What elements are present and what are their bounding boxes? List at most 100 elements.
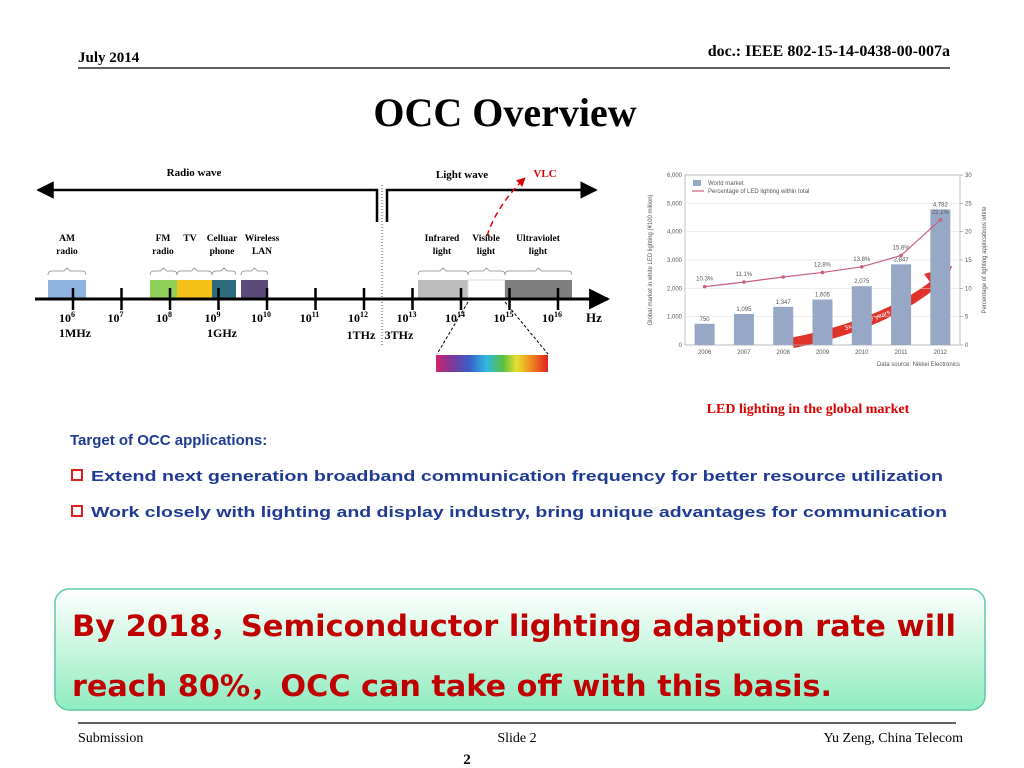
marker: 1GHz xyxy=(207,326,238,340)
band-label: phone xyxy=(210,247,235,257)
bar-value-label: 1,605 xyxy=(815,293,831,299)
band-label: TV xyxy=(183,234,196,244)
band-label: radio xyxy=(152,247,174,257)
date: July 2014 xyxy=(78,50,140,66)
infrared-band xyxy=(418,280,468,300)
y2-tick-label: 15 xyxy=(965,258,972,264)
line-value-label: 11.1% xyxy=(736,272,753,278)
wlan-band xyxy=(241,280,268,300)
bar xyxy=(733,313,754,345)
bullet-icon xyxy=(71,505,83,517)
y2-tick-label: 0 xyxy=(965,343,969,349)
visible-band xyxy=(467,279,506,301)
tv-band xyxy=(177,280,212,300)
legend-swatch xyxy=(693,180,701,186)
line-point xyxy=(702,284,707,289)
line-point xyxy=(938,217,943,222)
x-tick-label: 2012 xyxy=(934,350,948,356)
band-label: Celluar xyxy=(207,234,238,244)
band-label: light xyxy=(529,247,548,257)
zoom-line xyxy=(504,301,549,355)
line-point xyxy=(742,280,746,284)
line-point xyxy=(859,265,864,269)
bar xyxy=(812,299,833,345)
zoom-line xyxy=(436,301,469,355)
band-label: Visible xyxy=(472,234,500,244)
bar-value-label: 2,847 xyxy=(894,257,910,263)
band-label: AM xyxy=(59,234,75,244)
band-label: radio xyxy=(56,247,78,257)
footer-center: Slide 2 xyxy=(497,731,536,746)
bar-value-label: 2,075 xyxy=(854,279,870,285)
bullet: Extend next generation broadband communi… xyxy=(91,468,943,485)
tick-base: 10 xyxy=(59,311,71,325)
tick-base: 10 xyxy=(348,311,360,325)
uv-band xyxy=(505,280,572,300)
x-tick-label: 2009 xyxy=(816,350,830,356)
band-brace xyxy=(467,267,506,276)
band-brace xyxy=(47,267,87,276)
line-value-label: 13.8% xyxy=(853,257,871,263)
tick-base: 10 xyxy=(300,311,312,325)
band-label: Infrared xyxy=(425,234,460,244)
bar-value-label: 750 xyxy=(700,317,711,323)
tick-exponent: 13 xyxy=(409,310,417,319)
footer-left: Submission xyxy=(78,731,143,746)
bar xyxy=(930,209,951,345)
bar-value-label: 4,782 xyxy=(933,203,949,209)
radio-arrow xyxy=(36,181,379,222)
band-label: Ultraviolet xyxy=(516,234,561,244)
callout-line: By 2018，Semiconductor lighting adaption … xyxy=(72,609,956,643)
x-tick-label: 2010 xyxy=(855,350,869,356)
tick-base: 10 xyxy=(494,311,506,325)
tick-exponent: 16 xyxy=(554,310,562,319)
line-point xyxy=(899,253,903,258)
y-tick-label: 3,000 xyxy=(667,258,683,264)
data-source: Data source: Nikkei Electronics xyxy=(877,362,960,368)
bullet: Work closely with lighting and display i… xyxy=(91,504,947,521)
y2-axis-label: Percentage of lighting applications whit… xyxy=(982,206,988,314)
tick-base: 10 xyxy=(445,311,457,325)
tick-exponent: 15 xyxy=(506,310,514,319)
y2-tick-label: 10 xyxy=(965,286,972,292)
unit: Hz xyxy=(586,310,602,325)
marker: 1MHz xyxy=(59,326,92,340)
x-tick-label: 2011 xyxy=(895,350,909,356)
frequency-label: 1014 xyxy=(445,310,465,325)
y-tick-label: 5,000 xyxy=(667,201,683,207)
light-wave-label: Light wave xyxy=(436,169,488,181)
frequency-label: 107 xyxy=(108,310,124,325)
body-heading: Target of OCC applications: xyxy=(70,432,267,449)
frequency-label: 108 xyxy=(156,310,172,325)
band-brace xyxy=(176,267,213,276)
y-axis-label: Global market in white LED lighting (¥10… xyxy=(648,194,654,325)
band-brace xyxy=(211,267,237,276)
tick-base: 10 xyxy=(205,311,217,325)
tick-exponent: 6 xyxy=(71,310,75,319)
frequency-label: 1012 xyxy=(348,310,368,325)
tick-exponent: 14 xyxy=(457,310,465,319)
line-value-label: 12.8% xyxy=(814,262,832,268)
line-point xyxy=(781,275,786,279)
y2-tick-label: 5 xyxy=(965,315,969,321)
x-tick-label: 2006 xyxy=(698,350,712,356)
bar-value-label: 1,095 xyxy=(736,307,752,313)
tick-exponent: 9 xyxy=(217,310,221,319)
frequency-label: 106 xyxy=(59,310,75,325)
line-value-label: 22.1% xyxy=(932,210,950,216)
am-band xyxy=(48,280,86,300)
marker: 1THz xyxy=(347,328,376,342)
callout-line: reach 80%，OCC can take off with this bas… xyxy=(72,669,832,703)
vlc-arrow xyxy=(486,177,526,237)
band-brace xyxy=(417,267,469,276)
light-arrow xyxy=(385,181,598,222)
line-point xyxy=(820,270,825,275)
bar xyxy=(891,264,912,345)
bar-value-label: 1,347 xyxy=(776,300,792,306)
band-label: FM xyxy=(156,234,171,244)
frequency-label: 1010 xyxy=(251,310,271,325)
fm-band xyxy=(150,280,177,300)
x-tick-label: 2007 xyxy=(737,350,751,356)
band-label: light xyxy=(433,247,452,257)
